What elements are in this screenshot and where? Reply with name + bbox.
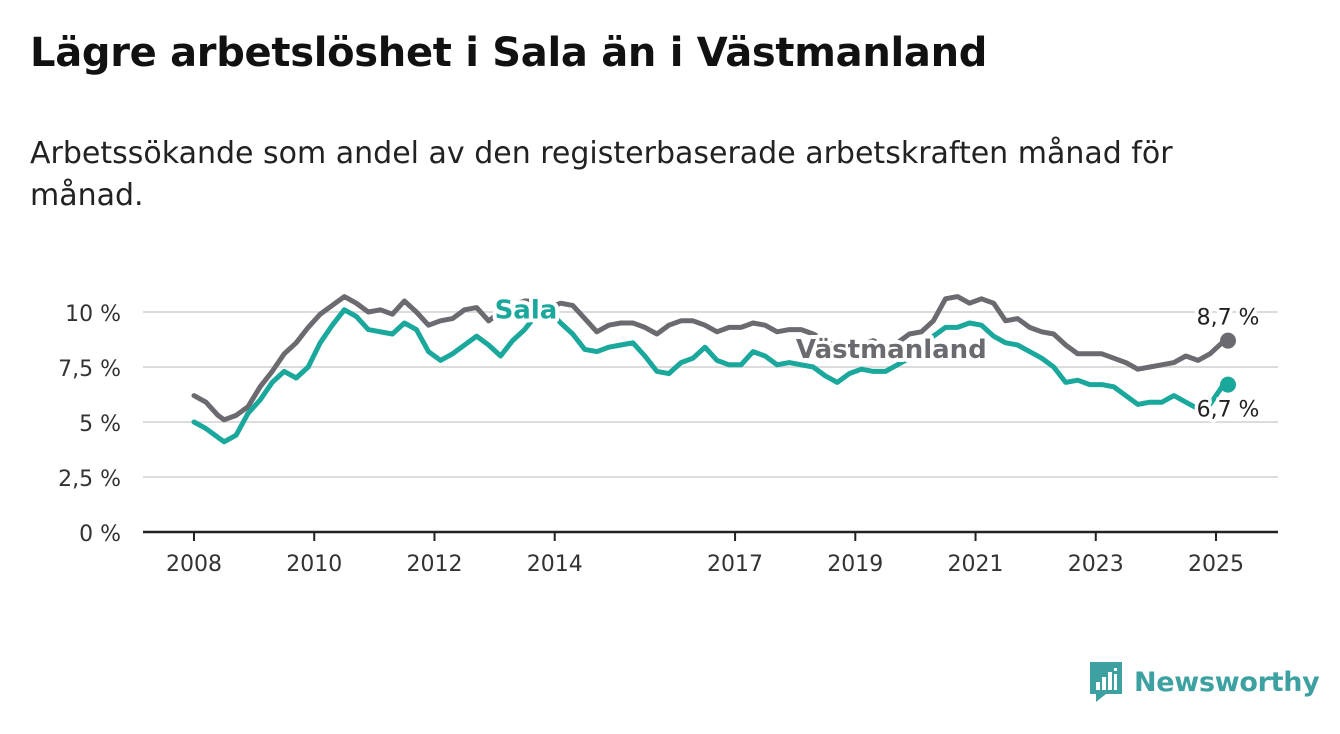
page-title: Lägre arbetslöshet i Sala än i Västmanla… <box>30 30 988 76</box>
x-axis-ticks: 2008 2010 2012 2014 2017 2019 2021 2023 2025 <box>166 532 1244 577</box>
end-value-label: 6,7 % <box>1197 398 1260 423</box>
x-tick-label: 2025 <box>1188 552 1244 577</box>
gridlines <box>143 311 1278 534</box>
series-endpoint-västmanland <box>1220 332 1237 349</box>
brand-name: Newsworthy <box>1134 666 1320 698</box>
x-tick-label: 2017 <box>707 552 763 577</box>
y-tick-label: 5 % <box>79 412 121 437</box>
y-tick-label: 7,5 % <box>58 357 121 382</box>
series-name-label: Västmanland <box>796 335 987 365</box>
x-tick-label: 2021 <box>948 552 1004 577</box>
x-tick-label: 2023 <box>1068 552 1124 577</box>
y-tick-label: 2,5 % <box>58 467 121 492</box>
newsworthy-logo-icon <box>1090 662 1122 702</box>
series-line-sala <box>191 307 1231 445</box>
series-line-västmanland <box>191 294 1231 423</box>
x-tick-label: 2010 <box>286 552 342 577</box>
x-tick-label: 2008 <box>166 552 222 577</box>
y-axis-ticks: 0 % 2,5 % 5 % 7,5 % 10 % <box>58 302 121 547</box>
series-endpoint-sala <box>1220 376 1237 393</box>
x-tick-label: 2014 <box>527 552 583 577</box>
y-tick-label: 0 % <box>79 522 121 547</box>
brand[interactable]: Newsworthy <box>1088 660 1320 704</box>
x-tick-label: 2019 <box>827 552 883 577</box>
series-labels: Sala Västmanland 8,7 % 6,7 % <box>491 292 1263 427</box>
page-subtitle: Arbetssökande som andel av den registerb… <box>30 136 1173 213</box>
series-name-label: Sala <box>495 296 558 326</box>
y-tick-label: 10 % <box>65 302 121 327</box>
end-value-label: 8,7 % <box>1197 306 1260 331</box>
x-tick-label: 2012 <box>406 552 462 577</box>
series-lines <box>191 294 1237 445</box>
